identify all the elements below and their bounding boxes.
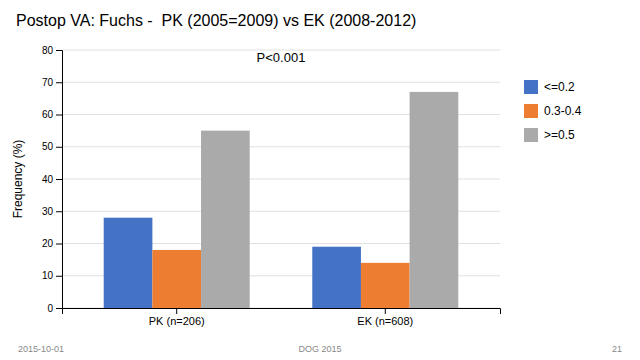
legend-item: >=0.5: [524, 128, 575, 142]
y-tick-label: 40: [42, 174, 54, 185]
footer: 2015-10-01: [18, 344, 64, 354]
y-tick: 70: [42, 77, 62, 88]
y-tick: 40: [42, 174, 62, 185]
x-tick: EK (n=608): [357, 308, 413, 327]
legend-label: 0.3-0.4: [544, 104, 582, 118]
y-tick: 20: [42, 238, 62, 249]
y-tick: 0: [47, 303, 62, 314]
bar: [312, 247, 361, 308]
y-tick-mark: [56, 308, 62, 309]
y-tick-label: 20: [42, 238, 54, 249]
grid: [62, 50, 500, 308]
y-tick-label: 10: [42, 270, 54, 281]
y-tick-label: 70: [42, 77, 54, 88]
y-tick-mark: [56, 115, 62, 116]
y-tick-mark: [56, 147, 62, 148]
bars: [104, 92, 459, 308]
y-axis-line: [56, 51, 63, 309]
y-tick: 80: [42, 45, 62, 56]
bar: [152, 250, 201, 308]
footer: 21: [612, 344, 622, 354]
x-tick-mark: [385, 308, 386, 314]
y-tick: 30: [42, 206, 62, 217]
bar: [201, 131, 250, 308]
y-tick-mark: [56, 211, 62, 212]
bar: [410, 92, 459, 308]
y-tick-label: 0: [47, 303, 53, 314]
plot: 0 10 20 30 40 50 60 70 80 PK (n=206) EK (n=608) Fre…: [11, 45, 501, 327]
x-tick-label: EK (n=608): [357, 315, 413, 327]
y-axis: 0 10 20 30 40 50 60 70 80: [42, 45, 63, 314]
y-tick-label: 50: [42, 141, 54, 152]
legend-swatch: [524, 128, 538, 142]
y-tick-mark: [56, 276, 62, 277]
y-axis-label: Frequency (%): [11, 140, 25, 219]
legend: <=0.2 0.3-0.4 >=0.5: [524, 80, 582, 142]
y-tick-label: 80: [42, 45, 54, 56]
y-tick-mark: [56, 50, 62, 51]
annotation: P<0.001: [257, 50, 306, 65]
y-tick-label: 30: [42, 206, 54, 217]
y-tick: 50: [42, 141, 62, 152]
y-tick-label: 60: [42, 109, 54, 120]
x-tick: PK (n=206): [149, 308, 205, 327]
bar: [104, 218, 153, 308]
legend-item: 0.3-0.4: [524, 104, 582, 118]
legend-swatch: [524, 104, 538, 118]
y-tick: 10: [42, 270, 62, 281]
title: Postop VA: Fuchs - PK (2005=2009) vs EK …: [16, 12, 416, 29]
y-tick: 60: [42, 109, 62, 120]
grid-line: [62, 82, 500, 83]
legend-swatch: [524, 80, 538, 94]
x-axis: PK (n=206) EK (n=608): [63, 308, 501, 327]
y-tick-mark: [56, 244, 62, 245]
legend-label: <=0.2: [544, 80, 575, 94]
x-tick-label: PK (n=206): [149, 315, 205, 327]
chart: Postop VA: Fuchs - PK (2005=2009) vs EK …: [0, 0, 640, 360]
bar: [361, 263, 410, 308]
y-tick-mark: [56, 179, 62, 180]
legend-item: <=0.2: [524, 80, 575, 94]
x-axis-line: [63, 309, 501, 315]
footer: DOG 2015: [298, 344, 341, 354]
x-tick-mark: [176, 308, 177, 314]
y-tick-mark: [56, 82, 62, 83]
legend-label: >=0.5: [544, 128, 575, 142]
